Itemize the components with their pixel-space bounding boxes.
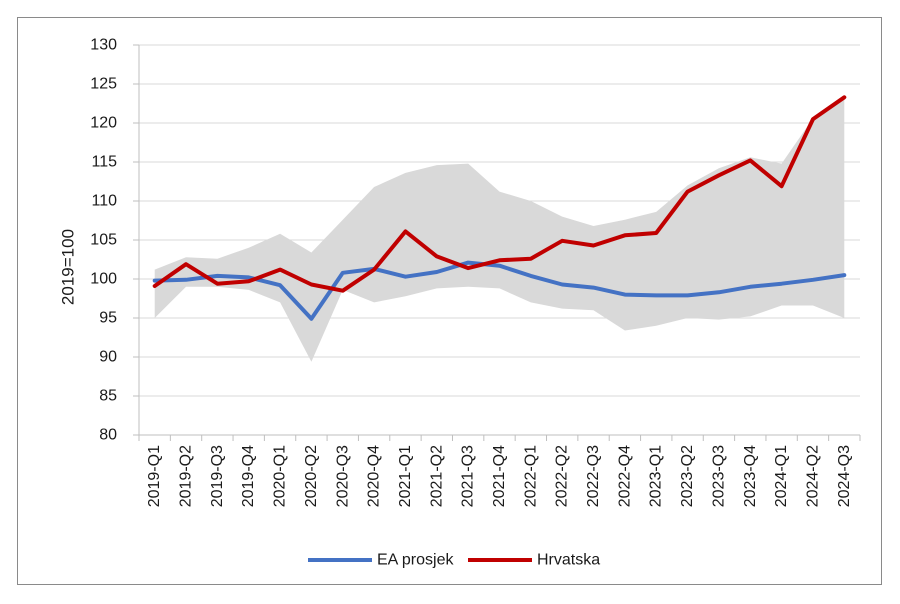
y-axis-label: 2019=100 — [59, 229, 78, 305]
x-tick-label: 2021-Q1 — [397, 445, 414, 507]
y-tick-labels: 80 85 90 95 100 105 110 115 120 125 130 — [90, 37, 117, 444]
y-tick-label: 105 — [90, 232, 117, 249]
x-tick-label: 2023-Q4 — [742, 445, 759, 507]
y-tick-label: 120 — [90, 115, 117, 132]
y-tick-label: 110 — [91, 193, 117, 210]
y-tick-label: 115 — [91, 154, 117, 171]
chart-frame: 80 85 90 95 100 105 110 115 120 125 130 2019-Q1 201… — [17, 17, 882, 585]
x-tick-label: 2021-Q3 — [460, 445, 477, 507]
range-band — [154, 98, 845, 362]
y-tick-label: 125 — [90, 76, 117, 93]
y-tick-label: 130 — [90, 37, 117, 54]
x-tick-label: 2024-Q2 — [805, 445, 822, 507]
series-line-ea-prosjek — [152, 260, 847, 321]
range-band-area — [154, 98, 845, 362]
x-tick-label: 2021-Q4 — [491, 445, 508, 507]
x-tick-label: 2022-Q3 — [585, 445, 602, 507]
x-tick-label: 2022-Q1 — [522, 445, 539, 507]
x-tick-label: 2023-Q1 — [648, 445, 665, 507]
y-tick-label: 95 — [99, 310, 117, 327]
y-tick-label: 85 — [99, 388, 117, 405]
series-lines — [152, 95, 847, 321]
legend-label: EA prosjek — [377, 552, 454, 569]
x-tick-label: 2020-Q4 — [366, 445, 383, 507]
x-tick-label: 2022-Q4 — [616, 445, 633, 507]
x-tick-label: 2021-Q2 — [428, 445, 445, 507]
x-tick-label: 2023-Q2 — [679, 445, 696, 507]
x-tick-labels: 2019-Q1 2019-Q2 2019-Q3 2019-Q4 2020-Q1 2020-… — [146, 445, 853, 507]
legend: EA prosjek Hrvatska — [308, 552, 600, 569]
series-line-hrvatska — [152, 95, 847, 293]
y-tick-label: 80 — [99, 427, 117, 444]
x-tick-label: 2022-Q2 — [554, 445, 571, 507]
x-tick-label: 2023-Q3 — [710, 445, 727, 507]
axes — [133, 44, 861, 441]
x-tick-label: 2019-Q3 — [209, 445, 226, 507]
legend-label: Hrvatska — [537, 552, 600, 569]
x-tick-label: 2020-Q3 — [334, 445, 351, 507]
x-tick-label: 2020-Q1 — [272, 445, 289, 507]
x-tick-label: 2019-Q2 — [178, 445, 195, 507]
x-tick-label: 2024-Q3 — [836, 445, 853, 507]
x-tick-label: 2024-Q1 — [773, 445, 790, 507]
x-tick-label: 2019-Q1 — [146, 445, 163, 507]
y-tick-label: 100 — [90, 271, 117, 288]
x-tick-label: 2019-Q4 — [240, 445, 257, 507]
x-tick-label: 2020-Q2 — [303, 445, 320, 507]
y-tick-label: 90 — [99, 349, 117, 366]
